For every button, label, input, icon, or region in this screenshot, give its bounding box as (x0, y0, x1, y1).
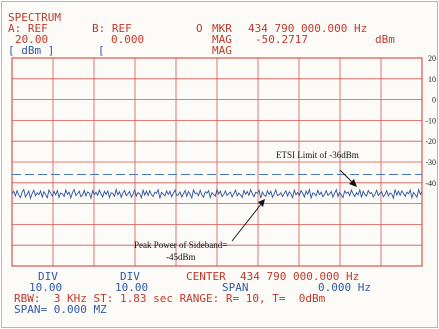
y-tick-label: 10 (428, 75, 436, 84)
mkr-label: MKR (212, 22, 232, 35)
y-tick-label: -10 (425, 116, 436, 125)
y-tick-label: -20 (425, 137, 436, 146)
spectrum-trace (11, 187, 423, 201)
mag-value: -50.2717 (255, 33, 308, 46)
y-tick-label: 0 (432, 96, 436, 105)
mag-label-2: MAG (212, 44, 232, 57)
center-label: CENTER (186, 270, 226, 283)
span-label: SPAN (222, 281, 249, 294)
rbw-line: RBW: 3 KHz ST: 1.83 sec RANGE: R= 10, T=… (14, 292, 326, 305)
spectrum-title: SPECTRUM (8, 11, 61, 24)
mag-label: MAG (212, 33, 232, 46)
b-ref-unit: [ (98, 44, 105, 57)
peak-arrow-head (258, 199, 265, 207)
marker-icon: O (196, 22, 203, 35)
a-ref-label: A: REF (8, 22, 48, 35)
b-ref-label: B: REF (92, 22, 132, 35)
y-tick-label: -40 (425, 179, 436, 188)
y-axis: 20 10 0 -10 -20 -30 -40 (425, 54, 436, 188)
mag-unit: dBm (375, 33, 395, 46)
y-tick-label: 20 (428, 54, 436, 63)
center-value: 434 790 000.000 Hz (240, 270, 360, 283)
mkr-value: 434 790 000.000 Hz (248, 22, 368, 35)
a-ref-unit: [ dBm ] (8, 44, 55, 57)
grid (11, 57, 423, 267)
peak-arrow (231, 202, 263, 242)
span-line: SPAN= 0.000 MZ (14, 303, 107, 316)
peak-annotation-line2: -45dBm (166, 252, 196, 262)
div-right-value: 10.00 (115, 281, 149, 294)
div-left-value: 10.00 (29, 281, 63, 294)
a-ref-value: 20.00 (15, 33, 49, 46)
limit-arrow-head (349, 179, 357, 187)
div-right-label: DIV (120, 270, 140, 283)
peak-annotation-line1: Peak Power of Sideband= (134, 240, 228, 250)
y-tick-label: -30 (425, 158, 436, 167)
span-value: 0.000 Hz (318, 281, 371, 294)
b-ref-value: 0.000 (111, 33, 145, 46)
limit-annotation: ETSI Limit of -36dBm (276, 150, 359, 160)
div-left-label: DIV (38, 270, 58, 283)
